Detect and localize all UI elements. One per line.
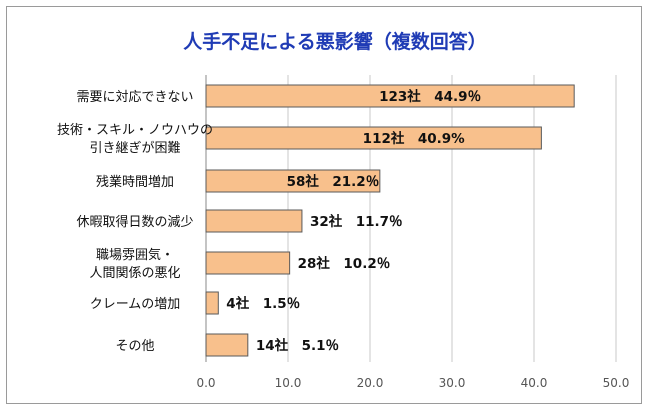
x-tick-labels: 0.0 10.0 20.0 30.0 40.0 50.0 — [196, 376, 629, 390]
bar — [205, 169, 381, 193]
x-tick-label: 10.0 — [275, 376, 302, 390]
data-label: 4社 1.5％ — [226, 295, 300, 312]
data-label: 123社 44.9％ — [379, 88, 481, 105]
bar — [205, 333, 249, 357]
category-label: その他 — [115, 339, 154, 354]
x-tick-label: 40.0 — [521, 376, 548, 390]
bar — [205, 209, 303, 233]
data-label: 112社 40.9% — [363, 130, 465, 147]
category-label: 技術・スキル・ノウハウの引き継ぎが困難 — [57, 123, 213, 156]
category-label: 休暇取得日数の減少 — [76, 214, 193, 230]
bar — [205, 291, 219, 315]
bar — [205, 126, 542, 150]
bar — [205, 251, 291, 275]
x-tick-label: 50.0 — [603, 376, 630, 390]
category-label: 残業時間増加 — [96, 174, 174, 190]
data-label: 28社 10.2％ — [298, 255, 391, 272]
category-labels: 需要に対応できない技術・スキル・ノウハウの引き継ぎが困難残業時間増加休暇取得日数… — [57, 90, 213, 354]
bar — [205, 84, 575, 108]
chart-title: 人手不足による悪影響（複数回答） — [183, 30, 486, 53]
category-label: クレームの増加 — [90, 297, 181, 312]
data-labels: 123社 44.9％ 112社 40.9% 58社 21.2％ 32社 11.7％ 28… — [226, 88, 481, 354]
data-label: 58社 21.2％ — [287, 173, 380, 190]
category-label: 需要に対応できない — [76, 90, 193, 105]
data-label: 14社 5.1％ — [256, 337, 339, 354]
category-label: 職場雰囲気・人間関係の悪化 — [89, 247, 180, 281]
bars — [205, 84, 575, 357]
x-tick-label: 0.0 — [196, 376, 215, 390]
x-tick-label: 20.0 — [357, 376, 384, 390]
x-tick-label: 30.0 — [439, 376, 466, 390]
chart-frame — [6, 6, 642, 404]
data-label: 32社 11.7％ — [310, 213, 403, 230]
